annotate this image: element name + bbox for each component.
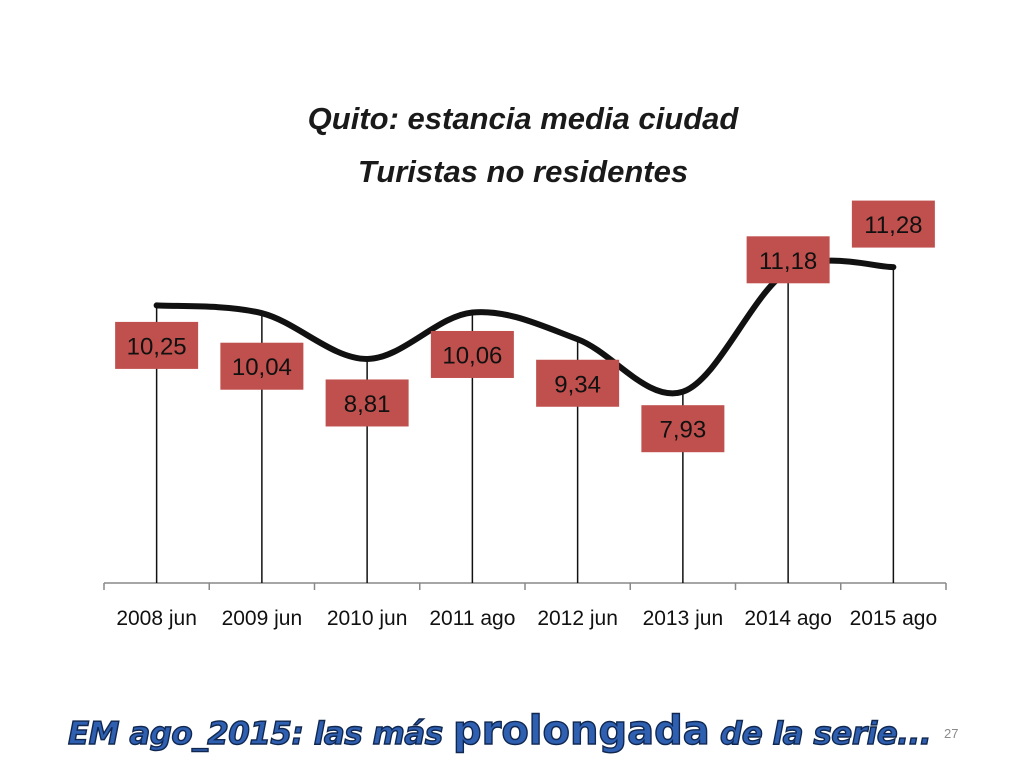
- chart-title-line-2: Turistas no residentes: [358, 154, 688, 189]
- series-line: [153, 257, 897, 397]
- chart-title-line-1: Quito: estancia media ciudad: [308, 101, 740, 136]
- x-tick-label: 2009 jun: [222, 607, 303, 630]
- data-label-box: [220, 342, 304, 390]
- data-label-box: [536, 359, 620, 407]
- data-label: 10,04: [232, 354, 292, 381]
- footer-headline: EM ago_2015: las más prolongada de la se…: [67, 707, 932, 754]
- x-tick-label: 2010 jun: [327, 607, 408, 630]
- data-label-box: [851, 200, 935, 248]
- data-label: 7,93: [660, 417, 707, 444]
- data-label-box: [325, 379, 409, 427]
- x-tick-label: 2011 ago: [429, 607, 515, 630]
- data-label: 10,06: [442, 342, 502, 369]
- footer-text-emphasis: prolongada: [452, 707, 710, 754]
- page-number: 27: [944, 726, 959, 741]
- x-tick-label: 2014 ago: [744, 607, 832, 630]
- data-label: 10,25: [127, 333, 187, 360]
- x-tick-label: 2008 jun: [116, 607, 197, 630]
- data-label-box: [746, 236, 830, 284]
- data-label: 9,34: [554, 371, 601, 398]
- x-tick-label: 2013 jun: [643, 607, 724, 630]
- x-tick-label: 2015 ago: [850, 607, 938, 630]
- data-label-box: [430, 330, 514, 378]
- data-label-box: [641, 405, 725, 453]
- footer-text-start: EM ago_2015: las más: [67, 715, 453, 752]
- footer-text-end: de la serie...: [709, 715, 932, 752]
- data-label: 8,81: [344, 391, 391, 418]
- data-label-box: [115, 321, 199, 369]
- data-label: 11,28: [864, 212, 922, 239]
- x-tick-label: 2012 jun: [537, 607, 618, 630]
- data-label: 11,18: [759, 248, 817, 275]
- plot-area: 10,25 10,04 8,81 10,06 9,34 7,93 11,18 11,28 200…: [103, 200, 947, 630]
